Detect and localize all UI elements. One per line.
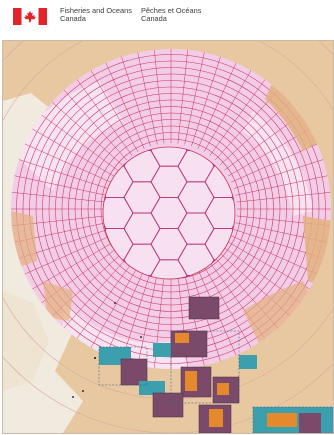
meridian-line — [50, 100, 123, 165]
place-markers — [72, 302, 142, 398]
polar-hex-cell — [150, 259, 188, 279]
meridian-line — [11, 191, 106, 203]
department-name-english: Fisheries and Oceans — [60, 6, 132, 15]
meridian-line — [22, 235, 111, 276]
chart-block-dark-6 — [152, 392, 184, 418]
meridian-line — [137, 273, 158, 368]
chart-block-teal-4 — [239, 355, 257, 369]
land-patch-lower-left — [43, 281, 73, 321]
chart-block-teal-1 — [153, 343, 171, 357]
meridian-line — [39, 113, 118, 171]
polar-cap — [102, 146, 236, 280]
meridian-line — [62, 88, 127, 161]
chart-block-dark-1 — [188, 296, 220, 320]
land-mass-lower-left — [3, 291, 49, 391]
meridian-line — [137, 50, 158, 145]
chart-block-outlines — [98, 330, 333, 433]
department-name-french: Pêches et Océans — [141, 6, 202, 15]
meridian-line — [191, 54, 222, 147]
meridian-line — [89, 68, 139, 152]
meridian-line — [89, 266, 139, 350]
chart-block-orange-2 — [185, 371, 197, 391]
country-name-french: Canada — [141, 14, 167, 23]
meridian-line — [235, 175, 330, 196]
meridian-line — [120, 54, 151, 147]
chart-block-dark-8 — [299, 413, 321, 433]
meridian-line — [197, 60, 238, 149]
meridian-line — [209, 77, 267, 156]
polar-hex-cell — [103, 259, 134, 279]
land-patch-lower-right — [243, 281, 323, 351]
meridian-line — [75, 77, 133, 156]
meridian-line — [104, 60, 145, 149]
country-name-english: Canada — [60, 14, 86, 23]
meridian-line — [236, 191, 331, 203]
meridian-line — [12, 175, 107, 196]
meridian-line — [75, 262, 133, 341]
canada-flag-icon — [13, 8, 47, 25]
meridian-line — [16, 158, 109, 189]
meridian-line — [184, 50, 205, 145]
meridian-line — [233, 158, 326, 189]
chart-block-orange-5 — [267, 413, 297, 427]
meridian-line — [22, 142, 111, 183]
meridian-line — [203, 266, 253, 350]
map-graphic — [3, 41, 333, 433]
shelf-area-right — [243, 111, 313, 216]
meridian-line — [231, 235, 320, 276]
header-signature-bar: Fisheries and Oceans Canada Pêches et Oc… — [0, 0, 334, 40]
shelf-area-upper-left — [11, 81, 123, 191]
meridian-line — [104, 269, 145, 358]
meridian-line — [228, 241, 312, 291]
meridian-line — [203, 68, 253, 152]
chart-block-teal-3 — [139, 381, 165, 395]
meridian-line — [62, 257, 127, 330]
meridian-line — [153, 49, 165, 144]
chart-block-orange-1 — [175, 333, 189, 343]
land-patch-upper-right — [265, 81, 321, 151]
nautical-chart-blocks — [99, 296, 333, 433]
chart-block-orange-4 — [209, 409, 223, 427]
arctic-chart-map[interactable] — [2, 40, 334, 434]
chart-block-orange-3 — [217, 383, 229, 395]
meridian-line — [30, 127, 114, 177]
meridian-line — [177, 49, 189, 144]
